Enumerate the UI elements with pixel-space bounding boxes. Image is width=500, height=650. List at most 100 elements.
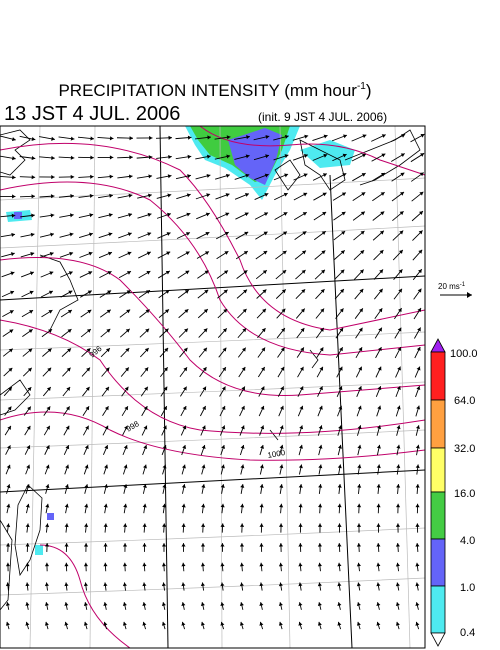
wind-arrowhead bbox=[187, 174, 191, 179]
wind-arrowhead bbox=[357, 405, 362, 410]
wind-arrowhead bbox=[224, 270, 229, 275]
wind-arrowhead bbox=[317, 543, 323, 547]
wind-arrowhead bbox=[359, 288, 364, 293]
wind-arrowhead bbox=[46, 387, 51, 391]
wind-arrowhead bbox=[103, 562, 108, 567]
wind-arrowhead bbox=[379, 250, 384, 254]
wind-arrowhead bbox=[381, 153, 386, 158]
wind-arrowhead bbox=[259, 464, 264, 469]
wind-arrowhead bbox=[147, 193, 152, 198]
wind-arrowhead bbox=[123, 484, 128, 489]
wind-arrowhead bbox=[25, 602, 30, 606]
wind-arrowhead bbox=[259, 621, 264, 626]
wind-arrowhead bbox=[144, 348, 149, 352]
wind-arrowhead bbox=[69, 251, 74, 256]
wind-arrowhead bbox=[395, 582, 400, 587]
wind-arrowhead bbox=[10, 252, 15, 257]
colorbar-label: 0.4 bbox=[460, 627, 475, 639]
wind-arrowhead bbox=[376, 464, 381, 469]
wind-arrowhead bbox=[239, 543, 245, 547]
wind-arrowhead bbox=[416, 405, 421, 410]
wind-arrowhead bbox=[67, 348, 72, 353]
wind-arrowhead bbox=[64, 503, 69, 508]
wind-arrowhead bbox=[146, 271, 151, 275]
wind-arrowhead bbox=[337, 621, 342, 626]
wind-vectors bbox=[0, 133, 425, 630]
wind-arrowhead bbox=[204, 289, 209, 294]
wind-arrowhead bbox=[103, 484, 108, 489]
wind-arrowhead bbox=[395, 503, 401, 508]
wind-arrowhead bbox=[50, 232, 54, 237]
wind-arrowhead bbox=[400, 192, 405, 196]
wind-arrowhead bbox=[87, 309, 92, 314]
wind-arrowhead bbox=[125, 328, 130, 333]
wind-arrowhead bbox=[319, 347, 324, 352]
wind-arrowhead bbox=[337, 464, 342, 469]
wind-arrowhead bbox=[123, 464, 128, 469]
wind-arrowhead bbox=[66, 386, 71, 391]
wind-arrowhead bbox=[338, 366, 343, 371]
wind-arrowhead bbox=[88, 251, 93, 256]
wind-arrowhead bbox=[361, 192, 366, 197]
wind-arrowhead bbox=[64, 621, 69, 626]
wind-arrowhead bbox=[342, 153, 347, 158]
wind-arrowhead bbox=[201, 445, 206, 449]
wind-arrowhead bbox=[261, 366, 265, 371]
colorbar-cap bbox=[430, 338, 446, 353]
wind-arrowhead bbox=[6, 484, 11, 489]
wind-arrowhead bbox=[259, 484, 264, 488]
wind-arrowhead bbox=[279, 444, 284, 449]
wind-arrowhead bbox=[241, 347, 246, 352]
wind-arrowhead bbox=[162, 484, 167, 488]
wind-arrowhead bbox=[166, 232, 171, 236]
wind-arrowhead bbox=[397, 308, 402, 313]
wind-arrowhead bbox=[282, 250, 287, 255]
wind-arrowhead bbox=[5, 602, 10, 606]
wind-arrowhead bbox=[83, 562, 89, 567]
wind-arrowhead bbox=[128, 212, 133, 217]
wind-arrowhead bbox=[26, 445, 31, 450]
wind-arrowhead bbox=[415, 503, 420, 508]
wind-arrowhead bbox=[418, 269, 422, 274]
title-close: ) bbox=[366, 81, 372, 100]
wind-scale-superscript: -1 bbox=[460, 282, 466, 288]
wind-arrowhead bbox=[396, 386, 401, 391]
wind-arrowhead bbox=[31, 213, 35, 218]
wind-arrowhead bbox=[340, 289, 344, 293]
wind-arrowhead bbox=[167, 212, 171, 217]
wind-arrowhead bbox=[206, 193, 211, 198]
precip-blue bbox=[47, 513, 54, 520]
wind-arrowhead bbox=[356, 562, 361, 567]
wind-arrowhead bbox=[376, 621, 381, 626]
wind-arrowhead bbox=[338, 405, 343, 410]
wind-arrowhead bbox=[182, 406, 187, 411]
wind-arrowhead bbox=[220, 562, 225, 567]
wind-arrowhead bbox=[161, 562, 166, 567]
wind-arrowhead bbox=[317, 582, 322, 587]
wind-arrowhead bbox=[48, 310, 53, 314]
wind-arrowhead bbox=[299, 366, 304, 371]
wind-arrowhead bbox=[66, 367, 71, 372]
wind-arrowhead bbox=[263, 250, 268, 255]
wind-arrowhead bbox=[201, 503, 206, 508]
wind-arrowhead bbox=[341, 192, 346, 197]
wind-arrowhead bbox=[243, 270, 248, 275]
wind-arrowhead bbox=[420, 153, 425, 157]
wind-arrowhead bbox=[162, 503, 167, 508]
wind-arrowhead bbox=[395, 602, 400, 607]
colorbar-label: 1.0 bbox=[460, 582, 475, 594]
wind-arrowhead bbox=[380, 192, 385, 196]
wind-arrowhead bbox=[123, 503, 128, 508]
wind-arrowhead bbox=[419, 191, 424, 196]
wind-arrowhead bbox=[417, 327, 421, 332]
wind-arrowhead bbox=[165, 270, 170, 275]
wind-arrowhead bbox=[68, 290, 73, 295]
wind-arrowhead bbox=[106, 328, 111, 333]
wind-arrowhead bbox=[225, 193, 230, 198]
wind-arrowhead bbox=[30, 232, 35, 237]
wind-arrowhead bbox=[144, 367, 149, 372]
wind-arrowhead bbox=[376, 543, 381, 547]
wind-arrowhead bbox=[205, 231, 210, 236]
wind-arrowhead bbox=[318, 444, 323, 449]
wind-arrowhead bbox=[282, 231, 287, 236]
